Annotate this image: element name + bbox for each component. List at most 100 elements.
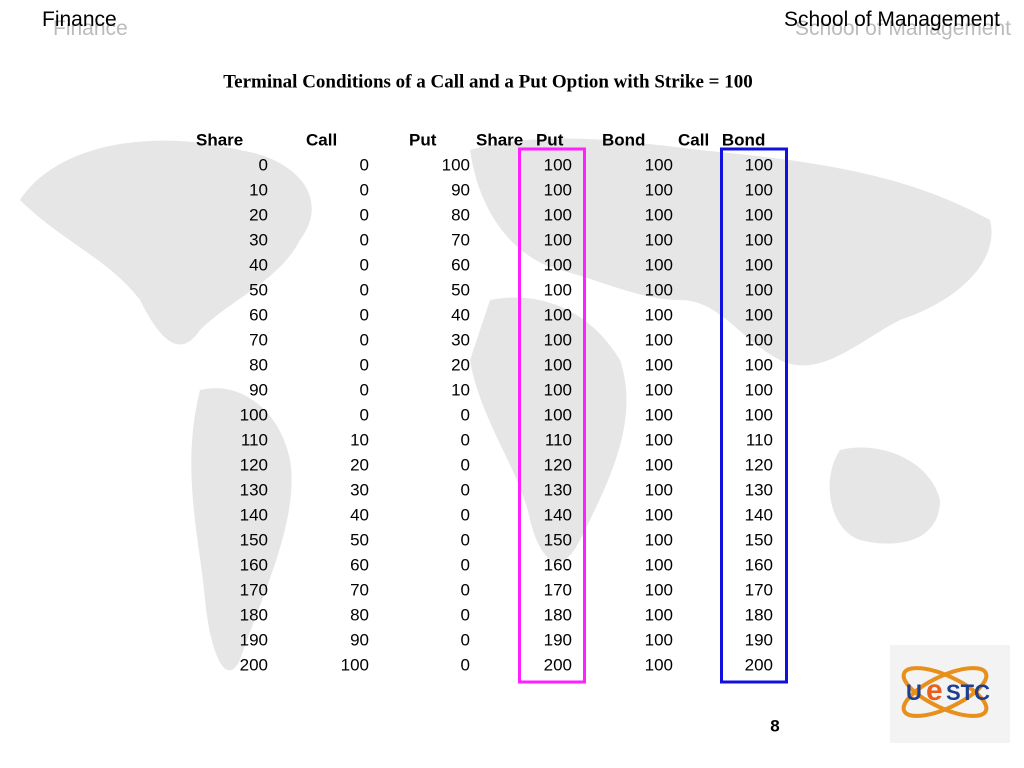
table-cell: 100 [745,355,773,374]
table-cell: 0 [461,405,470,424]
table-cell: 200 [544,655,572,674]
table-cell: 120 [745,455,773,474]
table-cell: 80 [350,605,369,624]
table-cell: 0 [360,380,369,399]
table-cell: 130 [544,480,572,499]
table-cell: 100 [745,180,773,199]
table-cell: 100 [645,255,673,274]
table-cell: 30 [451,330,470,349]
column-header: Share [196,130,243,149]
table-cell: 90 [451,180,470,199]
table-cell: 90 [350,630,369,649]
table-cell: 30 [350,480,369,499]
table-cell: 100 [240,405,268,424]
table-cell: 100 [745,380,773,399]
table-cell: 0 [461,530,470,549]
table-cell: 100 [645,230,673,249]
column-header: Call Bond [678,130,765,149]
table-cell: 190 [544,630,572,649]
table-cell: 130 [745,480,773,499]
table-cell: 100 [341,655,369,674]
table-cell: 0 [461,580,470,599]
table-cell: 100 [645,180,673,199]
table-cell: 100 [544,405,572,424]
logo-orbit [901,666,989,718]
highlight-box [518,147,586,684]
table-cell: 0 [461,505,470,524]
table-cell: 0 [461,455,470,474]
page-number: 8 [770,716,779,735]
table-cell: 100 [645,480,673,499]
table-cell: 100 [645,630,673,649]
table-cell: 0 [360,205,369,224]
table-cell: 60 [451,255,470,274]
table-cell: 140 [745,505,773,524]
table-cell: 200 [745,655,773,674]
table-cell: 80 [249,355,268,374]
table-cell: 100 [544,230,572,249]
table-cell: 110 [545,430,572,449]
table-cell: 110 [746,430,773,449]
table-cell: 80 [451,205,470,224]
table-cell: 100 [544,205,572,224]
table-cell: 10 [451,380,470,399]
table-cell: 0 [360,280,369,299]
column-header: Put [409,130,437,149]
table-cell: 100 [645,655,673,674]
table-cell: 100 [645,430,673,449]
table-cell: 70 [350,580,369,599]
table-cell: 100 [745,255,773,274]
table-cell: 100 [745,405,773,424]
table-cell: 100 [745,305,773,324]
table-cell: 100 [645,405,673,424]
table-cell: 100 [645,380,673,399]
column-header: Bond [602,130,645,149]
table-cell: 140 [240,505,268,524]
table-cell: 90 [249,380,268,399]
table-cell: 100 [544,155,572,174]
table-cell: 60 [350,555,369,574]
table-cell: 60 [249,305,268,324]
table-cell: 100 [745,205,773,224]
table-cell: 100 [544,255,572,274]
table-cell: 100 [645,155,673,174]
slide-title: Terminal Conditions of a Call and a Put … [223,71,753,92]
table-cell: 100 [442,155,470,174]
table-cell: 100 [544,180,572,199]
table-cell: 120 [544,455,572,474]
logo-text: e [926,674,943,707]
table-cell: 0 [360,405,369,424]
table-cell: 100 [645,205,673,224]
table-cell: 10 [350,430,369,449]
table-cell: 20 [350,455,369,474]
table-cell: 70 [451,230,470,249]
highlight-box [720,147,788,684]
table-cell: 100 [745,330,773,349]
table-cell: 100 [645,455,673,474]
table-cell: 100 [544,280,572,299]
table-cell: 100 [745,230,773,249]
table-cell: 40 [451,305,470,324]
table-cell: 0 [360,230,369,249]
table-cell: 190 [745,630,773,649]
table-cell: 100 [645,505,673,524]
table-cell: 120 [240,455,268,474]
table-cell: 20 [451,355,470,374]
table-cell: 10 [249,180,268,199]
table-cell: 180 [745,605,773,624]
logo-text: U [906,680,922,705]
table-cell: 100 [544,380,572,399]
table-cell: 180 [544,605,572,624]
table-cell: 160 [745,555,773,574]
table-cell: 150 [745,530,773,549]
table-cell: 100 [745,155,773,174]
logo-text: STC [946,680,990,705]
table-cell: 50 [249,280,268,299]
table-cell: 170 [240,580,268,599]
table-cell: 150 [240,530,268,549]
table-cell: 200 [240,655,268,674]
table-cell: 100 [645,530,673,549]
table-cell: 0 [461,630,470,649]
table-cell: 180 [240,605,268,624]
